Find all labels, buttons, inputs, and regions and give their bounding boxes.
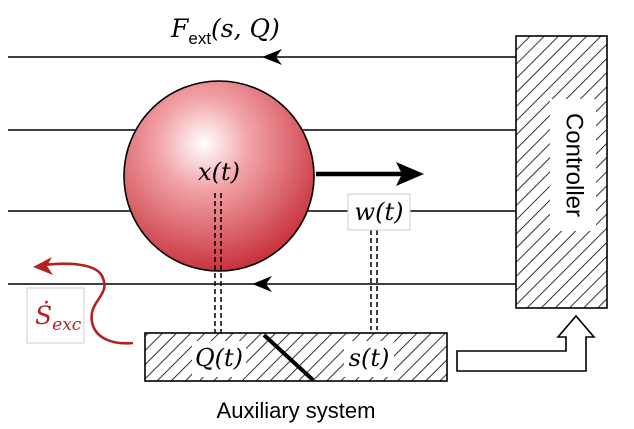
entropy-flow-curve — [43, 262, 134, 345]
particle-sphere — [123, 80, 315, 272]
controller-label: Controller — [561, 113, 588, 217]
auxiliary-divider — [262, 333, 315, 382]
force-label: Fext(s, Q) — [170, 14, 280, 48]
arrowhead-left-bottom — [252, 276, 272, 292]
auxiliary-box — [144, 332, 448, 382]
entropy-label: Ṡexc — [35, 301, 82, 335]
entropy-arrowhead — [33, 257, 53, 275]
aux-q-label-bg — [192, 341, 246, 377]
arrowhead-left-top — [262, 49, 282, 65]
aux-q-label: Q(t) — [195, 344, 243, 372]
velocity-arrowhead — [396, 162, 424, 186]
controller-label-bg — [550, 99, 596, 231]
entropy-label-box — [26, 287, 85, 344]
noise-label-box — [347, 193, 411, 231]
auxiliary-system-label: Auxiliary system — [217, 398, 376, 423]
position-label: x(t) — [198, 158, 240, 186]
aux-s-label: s(t) — [349, 344, 390, 372]
aux-s-label-bg — [344, 341, 394, 377]
noise-label: w(t) — [355, 198, 404, 226]
feedback-hollow-arrow — [456, 314, 596, 372]
